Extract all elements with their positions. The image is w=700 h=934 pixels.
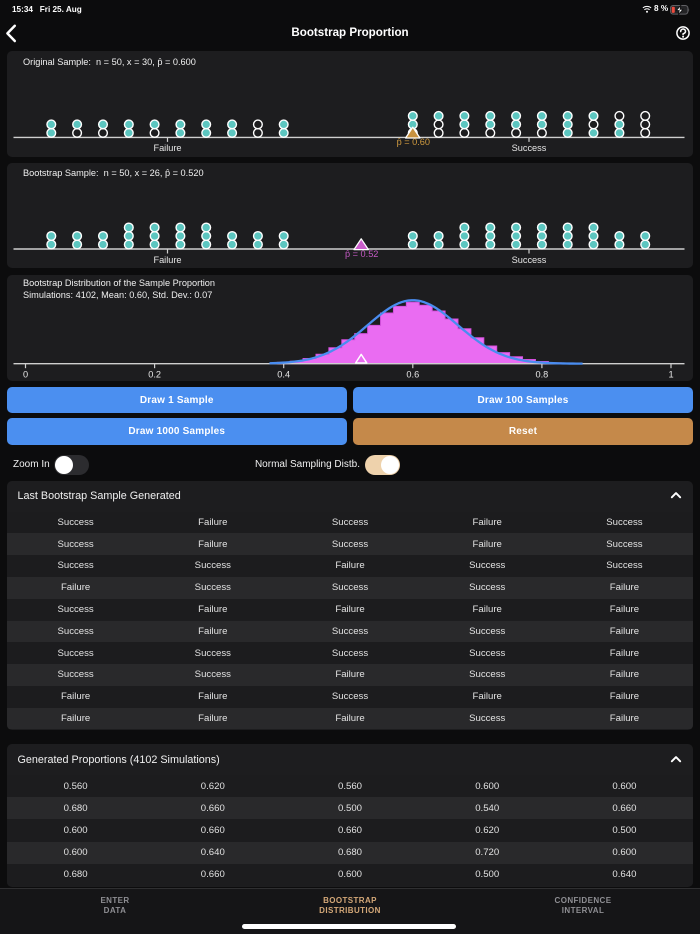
svg-text:Success: Success: [512, 254, 547, 264]
svg-text:0.8: 0.8: [536, 370, 549, 380]
svg-text:p̂ = 0.52: p̂ = 0.52: [345, 248, 378, 258]
svg-text:Failure: Failure: [153, 143, 181, 153]
svg-text:Failure: Failure: [153, 254, 181, 264]
svg-text:Success: Success: [512, 143, 547, 153]
svg-text:0: 0: [23, 370, 28, 380]
svg-text:0.6: 0.6: [406, 370, 419, 380]
svg-text:p̂ = 0.60: p̂ = 0.60: [397, 137, 430, 147]
svg-text:1: 1: [668, 370, 673, 380]
svg-text:0.2: 0.2: [148, 370, 161, 380]
svg-text:0.4: 0.4: [277, 370, 290, 380]
